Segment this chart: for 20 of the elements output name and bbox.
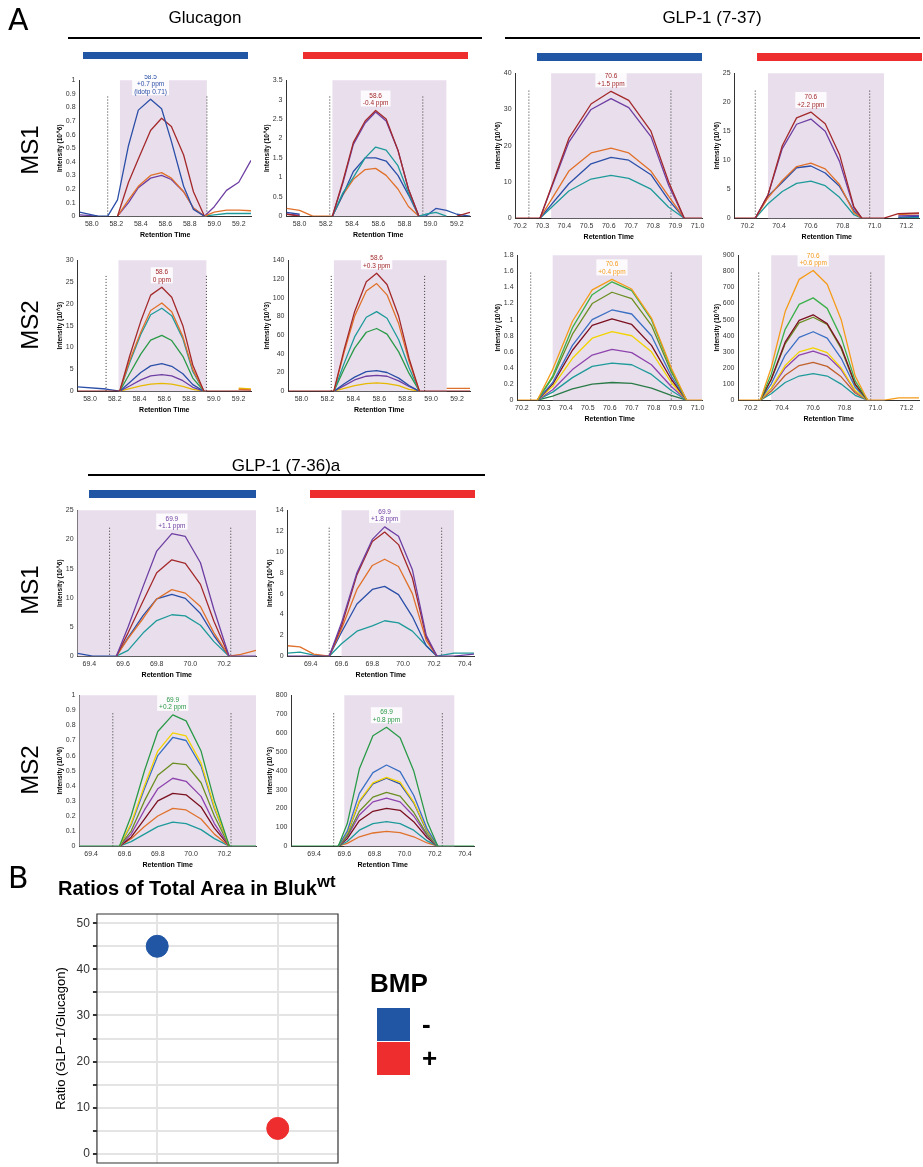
text: MS1 [16, 125, 44, 175]
text: B [8, 860, 29, 895]
text: GLP-1 (7-36)a [231, 456, 341, 476]
y-tick-label: 20 [76, 1053, 91, 1068]
y-tick-label: 10 [76, 1099, 91, 1114]
text: MS2 [16, 745, 44, 795]
legend-label: - [422, 1008, 431, 1040]
y-axis-title: Ratio (GLP−1/Glucagon) [53, 967, 69, 1110]
text: MS2 [16, 300, 44, 350]
y-tick-label: 0 [83, 1146, 91, 1161]
y-tick-label: 40 [76, 961, 91, 976]
y-tick-label: 30 [76, 1007, 91, 1022]
text: GLP-1 (7-37) [662, 8, 762, 28]
chart-title: Ratios of Total Area in Bluk$^{wt}$ [58, 872, 336, 900]
text: Glucagon [168, 8, 242, 28]
y-tick-label: 50 [76, 915, 91, 930]
text: A [8, 2, 29, 37]
legend-title: BMP [370, 968, 429, 999]
text: MS1 [16, 565, 44, 615]
legend-label: + [422, 1042, 438, 1074]
